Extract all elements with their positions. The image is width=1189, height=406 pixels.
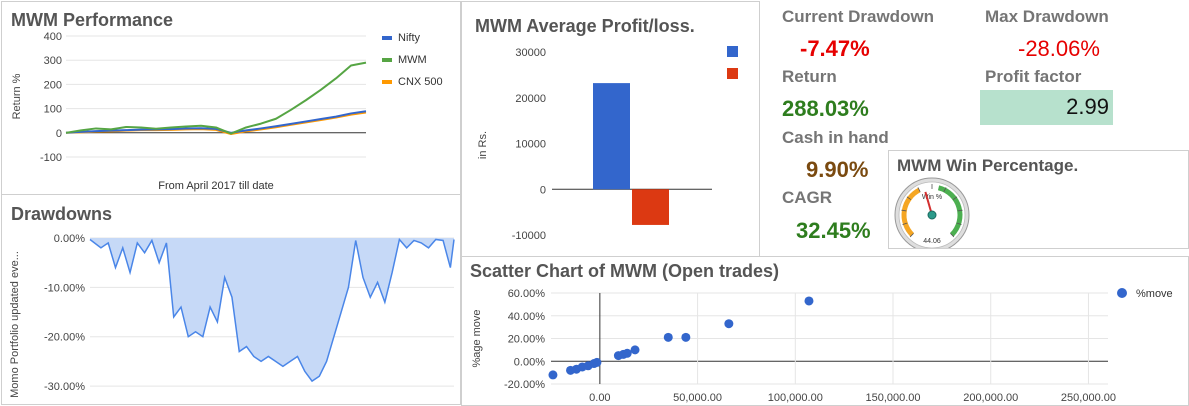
scatter-panel: Scatter Chart of MWM (Open trades) 60.00…: [461, 256, 1189, 406]
legend-label: Nifty: [398, 32, 421, 44]
x-tick-label: 150,000.00: [865, 392, 920, 404]
cagr-value: 32.45%: [796, 218, 871, 243]
current-drawdown-label: Current Drawdown: [782, 7, 935, 26]
legend-swatch: [382, 58, 392, 62]
legend-label: MWM: [398, 54, 427, 66]
gauge-tick: [906, 196, 912, 201]
y-tick-label: -20.00%: [504, 379, 545, 391]
return-value: 288.03%: [782, 96, 869, 121]
gauge-label: Win %: [922, 194, 942, 201]
scatter-chart: 60.00% 40.00% 20.00% 0.00% -20.00% 0.00 50,000…: [471, 288, 1173, 404]
performance-chart: 400 300 200 100 0 -100 Return % From April 2017…: [11, 31, 443, 192]
drawdowns-panel: Drawdowns 0.00% -10.00% -20.00% -30.00% Momo…: [1, 194, 461, 405]
legend-label: CNX 500: [398, 76, 443, 88]
y-tick-label: 20.00%: [508, 334, 546, 346]
x-axis-label: From April 2017 till date: [158, 180, 274, 192]
gauge-tick: [956, 222, 962, 225]
drawdowns-title: Drawdowns: [11, 204, 113, 224]
y-tick-label: 0.00%: [54, 233, 85, 245]
max-drawdown-value: -28.06%: [1018, 36, 1100, 61]
current-drawdown-value: -7.47%: [800, 36, 870, 61]
gauge-tick: [943, 187, 947, 193]
win-gauge: Win % 44.06: [894, 177, 970, 248]
y-tick-label: 60.00%: [508, 288, 546, 300]
win-percentage-panel: MWM Win Percentage. Win % 44.06: [888, 150, 1189, 249]
max-drawdown-label: Max Drawdown: [985, 7, 1109, 26]
gauge-value: 44.06: [923, 238, 941, 245]
y-tick-label: 300: [44, 55, 62, 67]
y-tick-label: 10000: [515, 139, 546, 151]
legend-swatch: [382, 36, 392, 40]
performance-title: MWM Performance: [11, 10, 174, 30]
y-tick-label: 400: [44, 31, 62, 43]
average-pl-title: MWM Average Profit/loss.: [475, 16, 695, 36]
gauge-tick: [950, 233, 955, 238]
x-tick-label: 100,000.00: [768, 392, 823, 404]
y-tick-label: 200: [44, 79, 62, 91]
series-line-nifty: [65, 110, 367, 134]
gauge-tick: [957, 209, 963, 212]
y-tick-label: -20.00%: [44, 332, 85, 344]
y-tick-label: 0: [540, 184, 546, 196]
y-tick-label: 100: [44, 104, 62, 116]
gauge-hub: [927, 210, 937, 220]
x-tick-label: 200,000.00: [963, 392, 1018, 404]
x-tick-label: 50,000.00: [673, 392, 722, 404]
y-axis-label: %age move: [471, 309, 483, 367]
scatter-point: [622, 348, 632, 358]
y-axis-label: in Rs.: [477, 131, 489, 159]
average-pl-chart: 30000 20000 10000 0 -10000 in Rs.: [477, 46, 738, 242]
profit-factor-label: Profit factor: [985, 67, 1082, 86]
y-tick-label: 20000: [515, 93, 546, 105]
y-tick-label: -10.00%: [44, 282, 85, 294]
gauge-tick: [901, 209, 907, 212]
scatter-point: [548, 370, 558, 380]
y-tick-label: -10000: [512, 230, 546, 242]
gauge-tick: [902, 222, 908, 225]
legend-swatch-loss: [727, 68, 738, 79]
cash-value: 9.90%: [806, 157, 869, 182]
scatter-title: Scatter Chart of MWM (Open trades): [470, 261, 780, 281]
y-axis-label: Momo Portfolio updated eve...: [9, 251, 21, 398]
average-pl-panel: MWM Average Profit/loss. 30000 20000 10000…: [461, 1, 760, 257]
win-percentage-title: MWM Win Percentage.: [897, 156, 1079, 175]
legend-swatch: [382, 80, 392, 84]
y-tick-label: 30000: [515, 47, 546, 59]
legend-swatch-profit: [727, 46, 738, 57]
scatter-point: [592, 357, 602, 367]
x-tick-label: 0.00: [589, 392, 610, 404]
y-tick-label: -30.00%: [44, 381, 85, 393]
y-tick-label: 0.00%: [514, 356, 545, 368]
legend-label: %move: [1136, 288, 1173, 300]
cagr-label: CAGR: [782, 188, 833, 207]
scatter-point: [630, 345, 640, 355]
gauge-tick: [917, 187, 921, 193]
profit-bar: [593, 83, 630, 190]
x-tick-label: 250,000.00: [1061, 392, 1116, 404]
gauge-tick: [952, 196, 958, 201]
y-axis-label: Return %: [11, 73, 23, 119]
performance-panel: MWM Performance 400 300 200 100 0 -100 Return …: [1, 1, 461, 195]
gauge-tick: [909, 233, 914, 238]
gauge-band-green: [937, 185, 963, 237]
loss-bar: [632, 189, 669, 225]
series-line-mwm: [65, 61, 367, 135]
drawdown-line: [89, 237, 455, 383]
cash-label: Cash in hand: [782, 128, 889, 147]
return-label: Return: [782, 67, 837, 86]
profit-factor-value: 2.99: [1066, 94, 1109, 119]
scatter-point: [724, 319, 734, 329]
y-tick-label: 40.00%: [508, 311, 546, 323]
legend-marker: [1117, 288, 1127, 298]
y-tick-label: -100: [40, 152, 62, 164]
scatter-point: [663, 332, 673, 342]
profit-factor-box: [980, 90, 1113, 125]
scatter-point: [681, 332, 691, 342]
drawdowns-chart: 0.00% -10.00% -20.00% -30.00% Momo Portfolio…: [9, 233, 455, 398]
scatter-point: [804, 296, 814, 306]
y-tick-label: 0: [56, 128, 62, 140]
